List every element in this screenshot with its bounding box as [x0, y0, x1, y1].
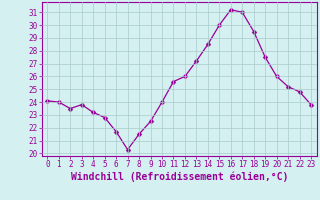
X-axis label: Windchill (Refroidissement éolien,°C): Windchill (Refroidissement éolien,°C): [70, 172, 288, 182]
